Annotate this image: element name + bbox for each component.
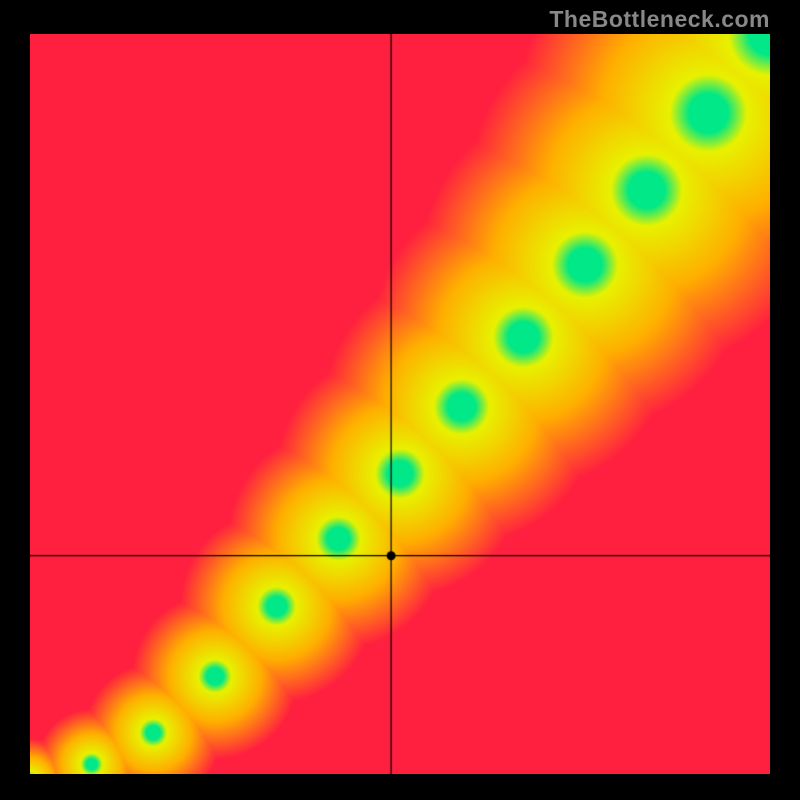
plot-area: [30, 34, 770, 774]
heatmap-canvas: [30, 34, 770, 774]
watermark-text: TheBottleneck.com: [549, 6, 770, 33]
chart-container: TheBottleneck.com: [0, 0, 800, 800]
